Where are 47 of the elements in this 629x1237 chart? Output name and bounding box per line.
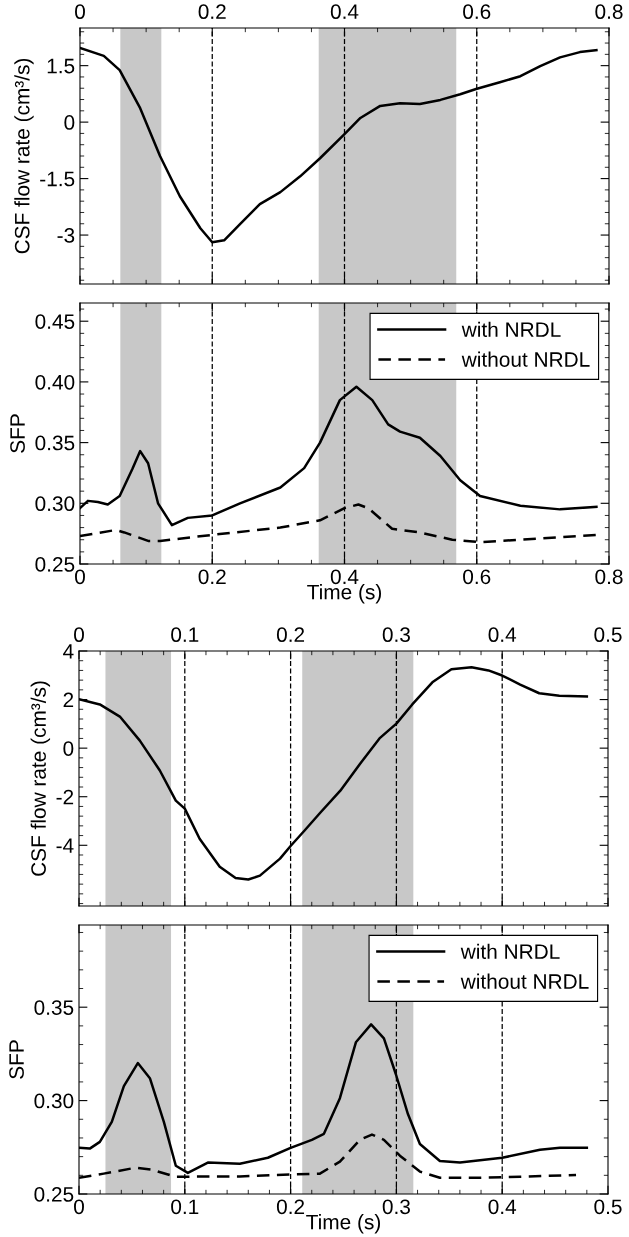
x-tick-label: 0.5 <box>594 1199 622 1215</box>
y-tick-label: 1.5 <box>47 58 75 74</box>
legend-label: with NRDL <box>461 321 561 338</box>
x-tick-label: 0.2 <box>198 4 226 20</box>
y-axis-title: CSF flow rate (cm³/s) <box>14 58 34 254</box>
y-tick-label: 4 <box>63 644 74 659</box>
x-tick-label: 0.1 <box>171 627 199 643</box>
legend-label: without NRDL <box>461 351 590 367</box>
x-tick-label: 0 <box>75 4 85 20</box>
y-axis-title: CSF flow rate (cm³/s) <box>30 681 51 876</box>
x-tick-label: 0.4 <box>488 1199 517 1215</box>
x-tick-label: 0.2 <box>276 627 305 643</box>
y-axis-title: SFP <box>10 414 25 453</box>
y-tick-label: -3 <box>57 228 75 243</box>
x-tick-label: 0.8 <box>595 569 623 585</box>
y-tick-label: 0.45 <box>35 314 75 329</box>
y-tick-label: -1.5 <box>40 171 75 187</box>
y-tick-label: 0.25 <box>34 1187 74 1202</box>
y-axis-title: SFP <box>9 1040 24 1079</box>
x-axis-title: Time (s) <box>307 584 382 604</box>
x-tick-label: 0.6 <box>463 4 491 20</box>
legend-label: without NRDL <box>460 973 589 989</box>
y-tick-label: 0.35 <box>35 435 75 451</box>
y-tick-label: -2 <box>56 789 74 805</box>
x-tick-label: 0.3 <box>382 1199 410 1215</box>
x-tick-label: 0.2 <box>198 569 226 585</box>
y-tick-label: 0.25 <box>35 557 75 572</box>
x-tick-label: 0.3 <box>382 627 410 643</box>
x-axis-title: Time (s) <box>306 1214 381 1234</box>
y-tick-label: 0.40 <box>35 374 75 390</box>
y-tick-label: 2 <box>63 692 74 708</box>
x-tick-label: 0.1 <box>171 1199 199 1215</box>
legend-label: with NRDL <box>460 943 560 960</box>
y-tick-label: 0.30 <box>34 1093 74 1109</box>
y-tick-label: 0 <box>63 741 74 756</box>
x-tick-label: 0.4 <box>330 569 359 585</box>
y-tick-label: -4 <box>56 838 74 853</box>
x-tick-label: 0.5 <box>594 627 622 643</box>
x-tick-label: 0.4 <box>488 627 517 643</box>
x-tick-label: 0.2 <box>276 1199 305 1215</box>
y-tick-label: 0.35 <box>34 1000 74 1015</box>
x-tick-label: 0.6 <box>463 569 491 585</box>
x-tick-label: 0.8 <box>595 4 623 20</box>
x-tick-label: 0.4 <box>330 4 359 20</box>
y-tick-label: 0.30 <box>35 496 75 512</box>
x-tick-label: 0 <box>75 569 85 585</box>
y-tick-label: 0 <box>64 115 75 130</box>
